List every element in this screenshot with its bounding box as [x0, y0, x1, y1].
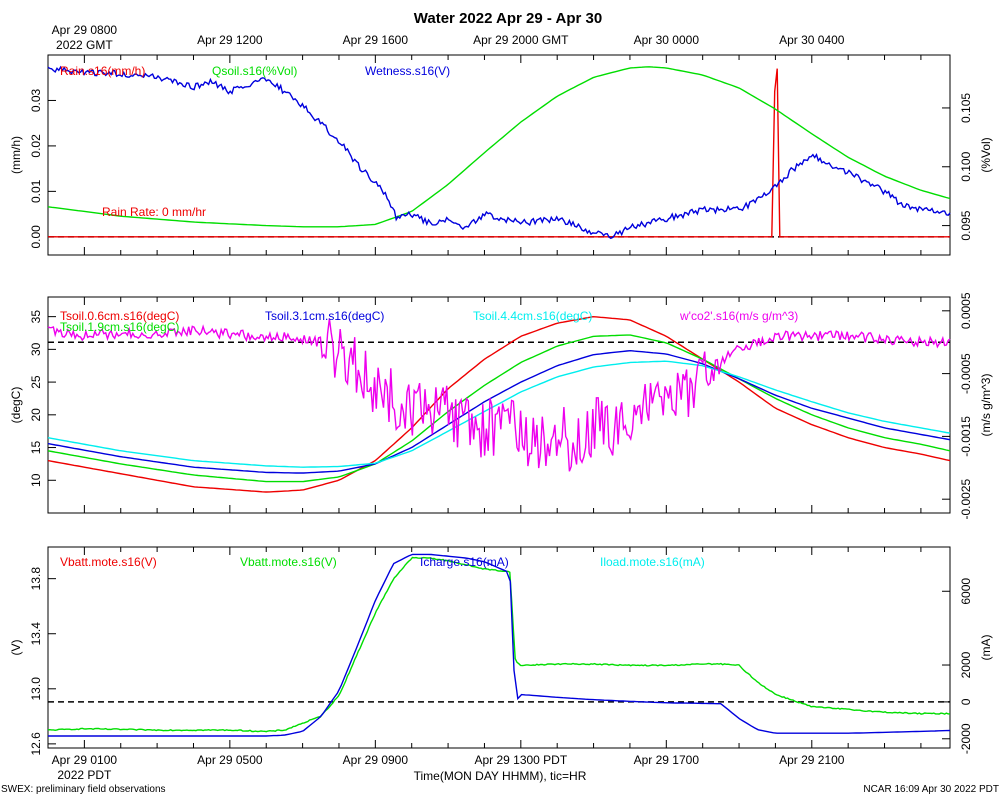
- legend-entry: Rain.s16(mm/h): [60, 64, 145, 78]
- top-axis-tick-label: Apr 29 1200: [197, 33, 263, 47]
- series-line: [47, 349, 951, 474]
- top-axis-tick-label: Apr 30 0000: [634, 33, 700, 47]
- panel-water: 0.00 0.01 0.02 0.03 0.095 0.100 0.105 (mm/h) (%V…: [9, 54, 993, 256]
- bottom-axis-origin-label: Apr 29 0100: [52, 753, 118, 767]
- top-axis-tick-label: Apr 30 0400: [779, 33, 845, 47]
- legend-entry: Vbatt.mote.s16(V): [240, 555, 337, 569]
- series-line: [48, 68, 950, 238]
- series-line: [47, 66, 951, 228]
- left-axis-tick-label: 0.02: [29, 134, 43, 158]
- chart-title: Water 2022 Apr 29 - Apr 30: [414, 10, 602, 27]
- series-line: [47, 334, 951, 483]
- series-line: [47, 65, 951, 240]
- series-line: [47, 556, 951, 733]
- right-axis-tick-label: -0.0025: [959, 479, 973, 520]
- bottom-axis-tick-label: Apr 29 0500: [197, 753, 263, 767]
- bottom-axis-origin-year: 2022 PDT: [57, 768, 112, 782]
- right-axis-title: (%Vol): [979, 137, 993, 172]
- right-axis-tick-label: 6000: [959, 578, 973, 605]
- top-axis-tick-label: Apr 29 1600: [343, 33, 409, 47]
- legend-entry: Tsoil.4.4cm.s16(degC): [473, 309, 592, 323]
- legend-entry: Vbatt.mote.s16(V): [60, 555, 157, 569]
- left-axis-tick-label: 13.0: [29, 677, 43, 701]
- left-axis-tick-label: 25: [29, 375, 43, 389]
- series-line: [47, 318, 951, 472]
- top-axis-origin-label: Apr 29 0800: [52, 23, 118, 37]
- panel-power: 12.6 13.0 13.4 13.8 -2000 0 2000 6000 (V) (mA) Vba…: [9, 546, 993, 756]
- left-axis-title: (V): [9, 640, 23, 656]
- plot-frame: [47, 296, 951, 514]
- legend-entry: Tsoil.3.1cm.s16(degC): [265, 309, 384, 323]
- right-axis-tick-label: -0.0015: [959, 416, 973, 457]
- left-axis-tick-label: 35: [29, 310, 43, 324]
- top-axis-tick-label: Apr 29 2000 GMT: [473, 33, 569, 47]
- legend-entry: w'co2'.s16(m/s g/m^3): [679, 309, 798, 323]
- legend-entry: Iload.mote.s16(mA): [600, 555, 705, 569]
- legend-entry: Qsoil.s16(%Vol): [212, 64, 297, 78]
- right-axis-tick-label: 2000: [959, 651, 973, 678]
- left-axis-tick-label: 20: [29, 408, 43, 422]
- right-axis-tick-label: -2000: [959, 723, 973, 754]
- left-axis-tick-label: 10: [29, 473, 43, 487]
- bottom-axis-tick-label: Apr 29 0900: [343, 753, 409, 767]
- plot-frame: [47, 546, 951, 749]
- right-axis-tick-label: 0.0005: [959, 292, 973, 329]
- left-axis-title: (mm/h): [9, 136, 23, 174]
- legend-entry: Tsoil.1.9cm.s16(degC): [60, 320, 179, 334]
- left-axis-tick-label: 13.4: [29, 622, 43, 646]
- right-axis-tick-label: -0.0005: [959, 353, 973, 394]
- legend-entry: Icharge.s16(mA): [420, 555, 509, 569]
- x-axis-label: Time(MON DAY HHMM), tic=HR: [414, 769, 587, 783]
- bottom-axis-tick-label: Apr 29 2100: [779, 753, 845, 767]
- left-axis-tick-label: 12.6: [29, 732, 43, 756]
- right-axis-tick-label: 0: [959, 698, 973, 705]
- chart-annotation: Rain Rate: 0 mm/hr: [102, 205, 206, 219]
- top-axis-origin-year: 2022 GMT: [56, 38, 113, 52]
- left-axis-tick-label: 0.03: [29, 88, 43, 112]
- right-axis-tick-label: 0.095: [959, 210, 973, 240]
- panel-soil-temperature: 10 15 20 25 30 35 -0.0025 -0.0015 -0.0005 0.0005 (…: [9, 292, 993, 519]
- footer-left: SWEX: preliminary field observations: [1, 784, 166, 795]
- left-axis-tick-label: 15: [29, 441, 43, 455]
- footer-right: NCAR 16:09 Apr 30 2022 PDT: [863, 784, 999, 795]
- right-axis-tick-label: 0.105: [959, 93, 973, 123]
- left-axis-tick-label: 30: [29, 342, 43, 356]
- figure-title: Water 2022 Apr 29 - Apr 30: [414, 10, 602, 27]
- bottom-axis-tick-label: Apr 29 1300 PDT: [474, 753, 567, 767]
- left-axis-tick-label: 0.00: [29, 225, 43, 249]
- right-axis-title: (mA): [979, 635, 993, 661]
- left-axis-tick-label: 13.8: [29, 567, 43, 591]
- legend-entry: Tsoil.0.6cm.s16(degC): [60, 309, 179, 323]
- legend-entry: Wetness.s16(V): [365, 64, 450, 78]
- left-axis-title: (degC): [9, 387, 23, 424]
- series-line: [47, 315, 951, 493]
- right-axis-tick-label: 0.100: [959, 151, 973, 181]
- right-axis-title: (m/s g/m^3): [979, 374, 993, 437]
- left-axis-tick-label: 0.01: [29, 179, 43, 203]
- plot-frame: [47, 54, 951, 256]
- series-line: [47, 360, 951, 468]
- bottom-axis-tick-label: Apr 29 1700: [634, 753, 700, 767]
- series-line: [48, 553, 951, 737]
